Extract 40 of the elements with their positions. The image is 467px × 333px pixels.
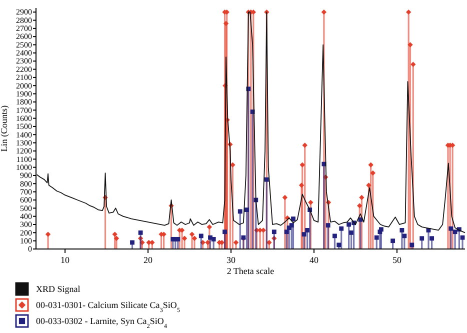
- y-tick-label: 800: [20, 179, 32, 188]
- y-tick-label: 2600: [16, 32, 32, 42]
- y-tick-label: 1200: [16, 146, 32, 156]
- y-tick-label: 1900: [16, 89, 32, 98]
- y-tick-label: 400: [20, 212, 32, 221]
- y-tick-label: 1500: [16, 122, 32, 132]
- legend-label: 00-033-0302 - Larnite, Syn Ca$_{2}$SiO$_{4}$: [36, 316, 168, 330]
- y-tick-label: 600: [20, 196, 32, 205]
- y-tick-label: 1000: [16, 162, 32, 172]
- y-tick-label: 2000: [16, 81, 32, 90]
- y-tick-label: 500: [20, 204, 32, 213]
- x-tick-label: 50: [392, 255, 402, 265]
- legend-label: XRD Signal: [36, 284, 81, 294]
- legend-label: 00-031-0301- Calcium Silicate Ca$_{3}$SiO$_{5}$: [36, 300, 180, 314]
- y-tick-label: 1100: [16, 154, 32, 164]
- y-tick-label: 2500: [16, 40, 32, 50]
- y-tick-label: 2900: [16, 8, 32, 17]
- y-tick-label: 1600: [16, 114, 32, 123]
- y-tick-label: 1400: [16, 130, 32, 140]
- x-axis-title: 2 Theta scale: [226, 266, 274, 276]
- x-tick-label: 40: [309, 255, 319, 265]
- y-tick-label: 2200: [16, 64, 32, 74]
- x-tick-label: 20: [144, 255, 154, 265]
- y-tick-label: 2100: [16, 73, 32, 82]
- y-tick-label: 0: [28, 244, 32, 254]
- y-tick-label: 2400: [16, 48, 32, 58]
- y-tick-label: 300: [20, 220, 32, 230]
- y-tick-label: 700: [20, 187, 32, 196]
- y-tick-label: 2700: [16, 24, 32, 34]
- y-tick-label: 900: [20, 171, 32, 180]
- x-tick-label: 10: [60, 255, 70, 265]
- y-tick-label: 2800: [16, 16, 32, 25]
- y-tick-label: 200: [20, 228, 32, 238]
- y-axis-title: Lin (Counts): [0, 105, 9, 152]
- x-tick-label: 30: [226, 255, 236, 265]
- y-tick-label: 2300: [16, 56, 32, 66]
- y-tick-label: 100: [20, 236, 32, 246]
- y-tick-label: 1800: [16, 98, 32, 107]
- y-tick-label: 1700: [16, 106, 32, 115]
- y-tick-label: 1300: [16, 138, 32, 148]
